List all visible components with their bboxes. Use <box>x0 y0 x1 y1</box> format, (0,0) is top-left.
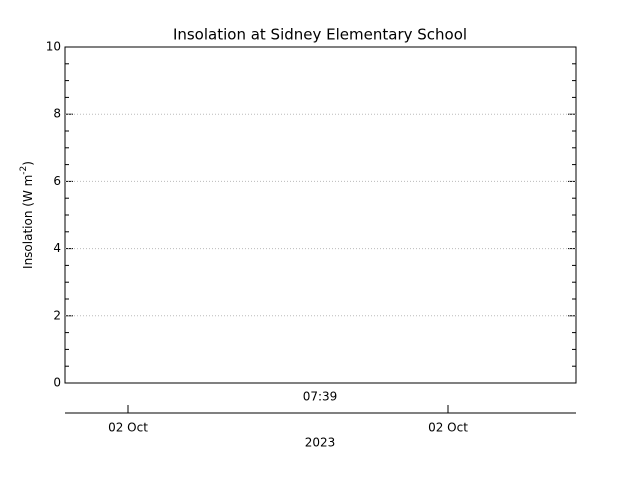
y-tick-label: 2 <box>53 308 61 322</box>
date-tick-label: 02 Oct <box>428 421 468 435</box>
y-label-end: ) <box>21 161 35 166</box>
x-axis-label: 07:39 <box>303 390 338 404</box>
y-tick-label: 0 <box>53 376 61 390</box>
y-tick-label: 6 <box>53 174 61 188</box>
date-tick-label: 02 Oct <box>108 421 148 435</box>
y-tick-label: 10 <box>46 40 61 54</box>
chart-title: Insolation at Sidney Elementary School <box>173 26 467 44</box>
y-axis-label: Insolation (W m-2) <box>19 161 35 269</box>
y-label-sup: -2 <box>19 166 29 175</box>
date-axis-label: 2023 <box>305 436 336 450</box>
y-label-main: Insolation (W m <box>21 175 35 269</box>
y-tick-label: 8 <box>53 107 61 121</box>
y-tick-label: 4 <box>53 241 61 255</box>
